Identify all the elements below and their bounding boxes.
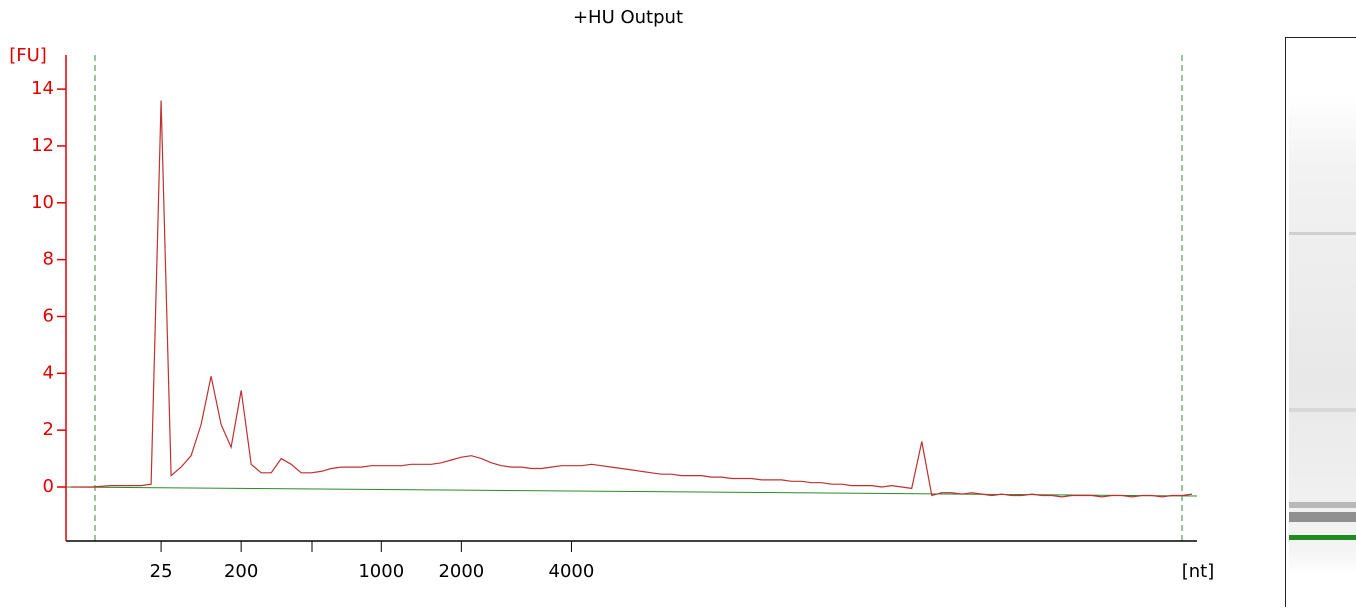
y-tick-label: 4: [43, 362, 54, 383]
x-tick-label: 2000: [438, 561, 484, 582]
x-tick-label: 1000: [358, 561, 404, 582]
gel-lane: [1286, 38, 1356, 608]
y-tick-label: 8: [43, 249, 54, 270]
x-tick-label: 25: [150, 561, 173, 582]
x-unit-label: [nt]: [1182, 561, 1215, 582]
trace-line: [71, 101, 1192, 497]
x-tick-label: 4000: [549, 561, 595, 582]
x-tick-label: 200: [224, 561, 258, 582]
chart-title: +HU Output: [573, 7, 683, 28]
y-tick-label: 0: [43, 476, 54, 497]
y-tick-label: 6: [43, 305, 54, 326]
y-tick-label: 10: [31, 192, 54, 213]
y-tick-label: 2: [43, 419, 54, 440]
y-tick-label: 12: [31, 135, 54, 156]
y-tick-label: 14: [31, 78, 54, 99]
y-unit-label: [FU]: [9, 45, 47, 66]
